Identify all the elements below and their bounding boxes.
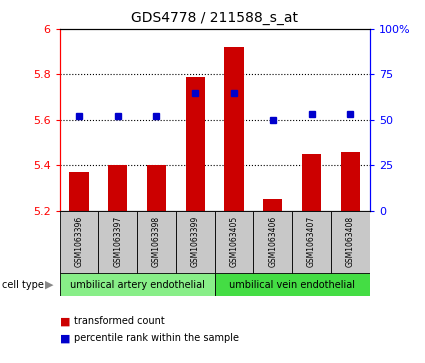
Text: cell type: cell type <box>2 280 44 290</box>
Text: GSM1063396: GSM1063396 <box>74 216 83 267</box>
Bar <box>137 211 176 274</box>
Bar <box>253 211 292 274</box>
Bar <box>69 172 88 211</box>
Text: GSM1063407: GSM1063407 <box>307 216 316 267</box>
Text: GSM1063399: GSM1063399 <box>191 216 200 267</box>
Text: ■: ■ <box>60 333 70 343</box>
Text: umbilical artery endothelial: umbilical artery endothelial <box>70 280 204 290</box>
Bar <box>60 211 98 274</box>
Text: ■: ■ <box>60 316 70 326</box>
Text: ▶: ▶ <box>45 280 53 290</box>
Bar <box>60 273 215 296</box>
Text: percentile rank within the sample: percentile rank within the sample <box>74 333 239 343</box>
Bar <box>263 199 283 211</box>
Text: GSM1063406: GSM1063406 <box>268 216 277 267</box>
Bar <box>302 154 321 211</box>
Text: transformed count: transformed count <box>74 316 165 326</box>
Text: umbilical vein endothelial: umbilical vein endothelial <box>229 280 355 290</box>
Bar <box>176 211 215 274</box>
Title: GDS4778 / 211588_s_at: GDS4778 / 211588_s_at <box>131 11 298 25</box>
Bar <box>215 211 253 274</box>
Text: GSM1063408: GSM1063408 <box>346 216 355 267</box>
Text: GSM1063405: GSM1063405 <box>230 216 238 267</box>
Bar <box>98 211 137 274</box>
Bar <box>215 273 370 296</box>
Bar <box>292 211 331 274</box>
Bar <box>331 211 370 274</box>
Text: GSM1063398: GSM1063398 <box>152 216 161 267</box>
Bar <box>186 77 205 211</box>
Bar <box>341 152 360 211</box>
Bar <box>224 47 244 211</box>
Bar <box>147 165 166 211</box>
Bar <box>108 165 128 211</box>
Text: GSM1063397: GSM1063397 <box>113 216 122 267</box>
